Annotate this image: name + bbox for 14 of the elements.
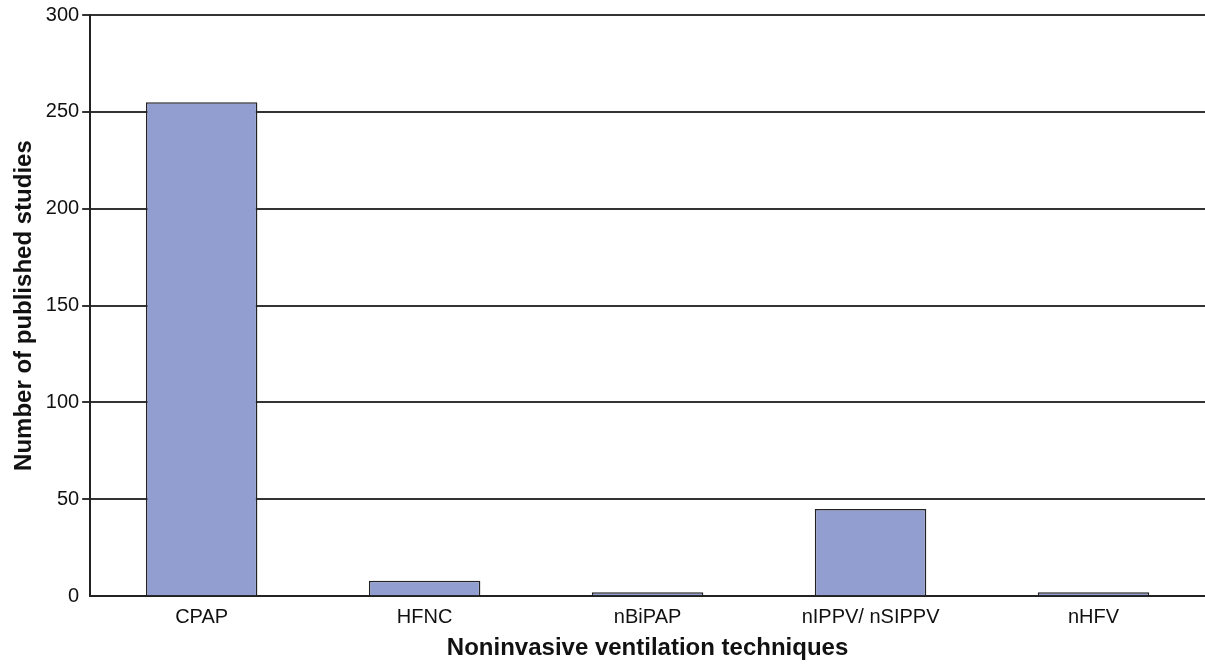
y-tick-label: 50 xyxy=(56,486,80,509)
x-tick-label: HFNC xyxy=(396,604,453,627)
x-tick-label: nBiPAP xyxy=(613,604,682,627)
y-tick-label: 150 xyxy=(45,293,80,316)
y-tick-label: 0 xyxy=(68,583,80,606)
x-tick-label: nHFV xyxy=(1067,604,1120,627)
y-axis-title: Number of published studies xyxy=(9,140,37,471)
y-tick-label: 300 xyxy=(45,2,80,25)
x-tick-label: nIPPV/ nSIPPV xyxy=(801,604,941,627)
x-axis-title: Noninvasive ventilation techniques xyxy=(446,633,849,661)
y-tick-label: 100 xyxy=(45,389,80,412)
y-tick-label: 250 xyxy=(45,99,80,122)
x-tick-label: CPAP xyxy=(175,604,229,627)
y-tick-label: 200 xyxy=(45,196,80,219)
